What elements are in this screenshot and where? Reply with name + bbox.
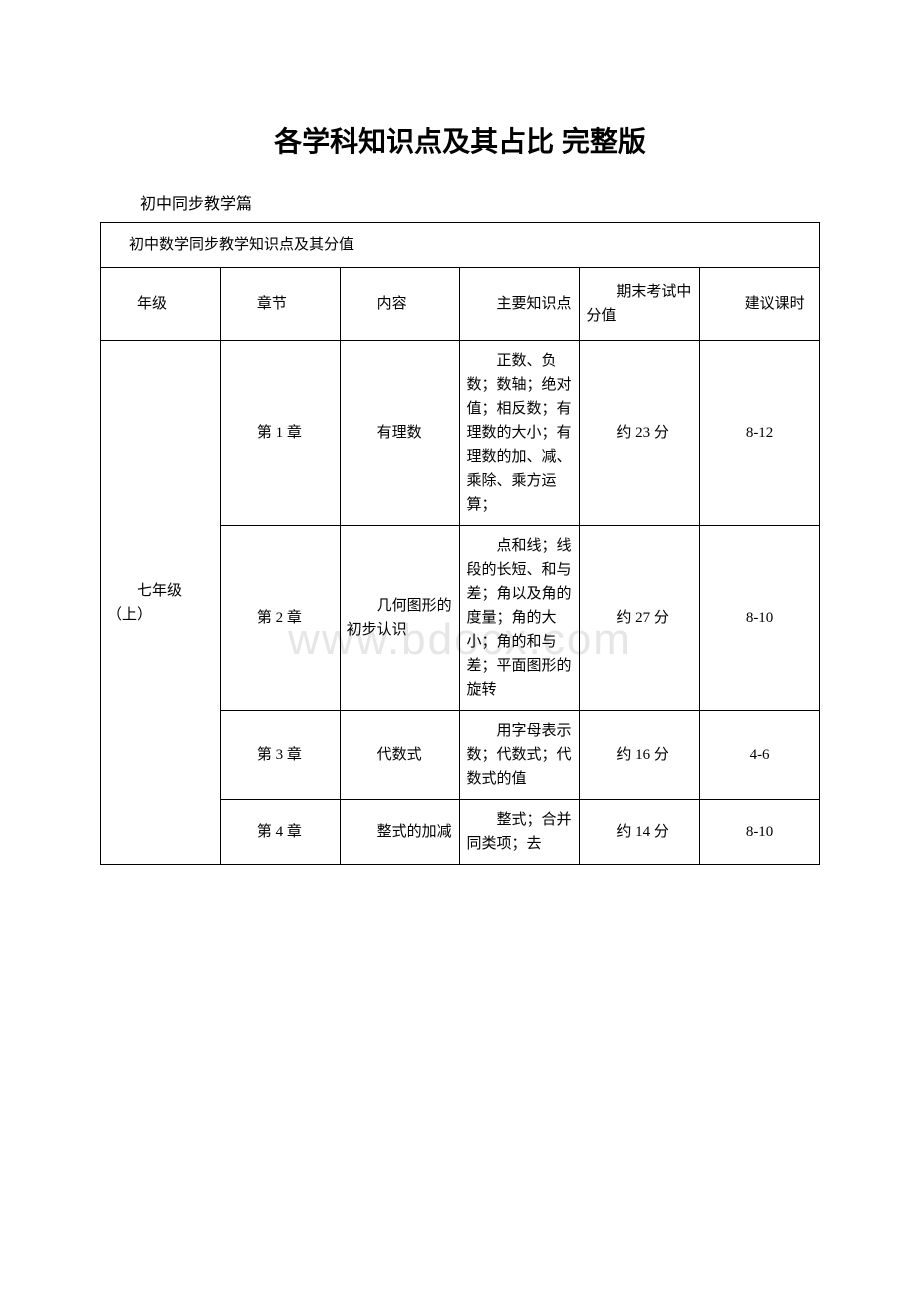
column-header-content: 内容 xyxy=(340,268,460,341)
cell-content: 代数式 xyxy=(340,711,460,800)
cell-content: 整式的加减 xyxy=(340,800,460,865)
cell-chapter: 第 3 章 xyxy=(220,711,340,800)
cell-hours: 4-6 xyxy=(700,711,820,800)
table-row: 七年级（上） 第 1 章 有理数 正数、负数；数轴；绝对值；相反数；有理数的大小… xyxy=(101,341,820,526)
cell-score: 约 14 分 xyxy=(580,800,700,865)
cell-content: 几何图形的初步认识 xyxy=(340,526,460,711)
column-header-points: 主要知识点 xyxy=(460,268,580,341)
knowledge-points-table: 初中数学同步教学知识点及其分值 年级 章节 内容 主要知识点 期末考试中分值 建… xyxy=(100,222,820,865)
column-header-chapter: 章节 xyxy=(220,268,340,341)
cell-score: 约 27 分 xyxy=(580,526,700,711)
cell-hours: 8-10 xyxy=(700,800,820,865)
table-container: 初中数学同步教学知识点及其分值 年级 章节 内容 主要知识点 期末考试中分值 建… xyxy=(100,222,820,865)
cell-score: 约 23 分 xyxy=(580,341,700,526)
column-header-grade: 年级 xyxy=(101,268,221,341)
cell-score: 约 16 分 xyxy=(580,711,700,800)
document-title: 各学科知识点及其占比 完整版 xyxy=(100,120,820,160)
cell-points: 点和线；线段的长短、和与差；角以及角的度量；角的大小；角的和与差；平面图形的旋转 xyxy=(460,526,580,711)
cell-points: 正数、负数；数轴；绝对值；相反数；有理数的大小；有理数的加、减、乘除、乘方运算； xyxy=(460,341,580,526)
table-header-row: 年级 章节 内容 主要知识点 期末考试中分值 建议课时 xyxy=(101,268,820,341)
cell-chapter: 第 1 章 xyxy=(220,341,340,526)
section-label: 初中同步教学篇 xyxy=(140,190,820,214)
cell-hours: 8-12 xyxy=(700,341,820,526)
cell-points: 整式；合并同类项；去 xyxy=(460,800,580,865)
cell-hours: 8-10 xyxy=(700,526,820,711)
cell-points: 用字母表示数；代数式；代数式的值 xyxy=(460,711,580,800)
table-caption-row: 初中数学同步教学知识点及其分值 xyxy=(101,223,820,268)
column-header-score: 期末考试中分值 xyxy=(580,268,700,341)
cell-chapter: 第 4 章 xyxy=(220,800,340,865)
table-caption: 初中数学同步教学知识点及其分值 xyxy=(101,223,820,268)
cell-content: 有理数 xyxy=(340,341,460,526)
cell-grade: 七年级（上） xyxy=(101,341,221,865)
cell-chapter: 第 2 章 xyxy=(220,526,340,711)
column-header-hours: 建议课时 xyxy=(700,268,820,341)
